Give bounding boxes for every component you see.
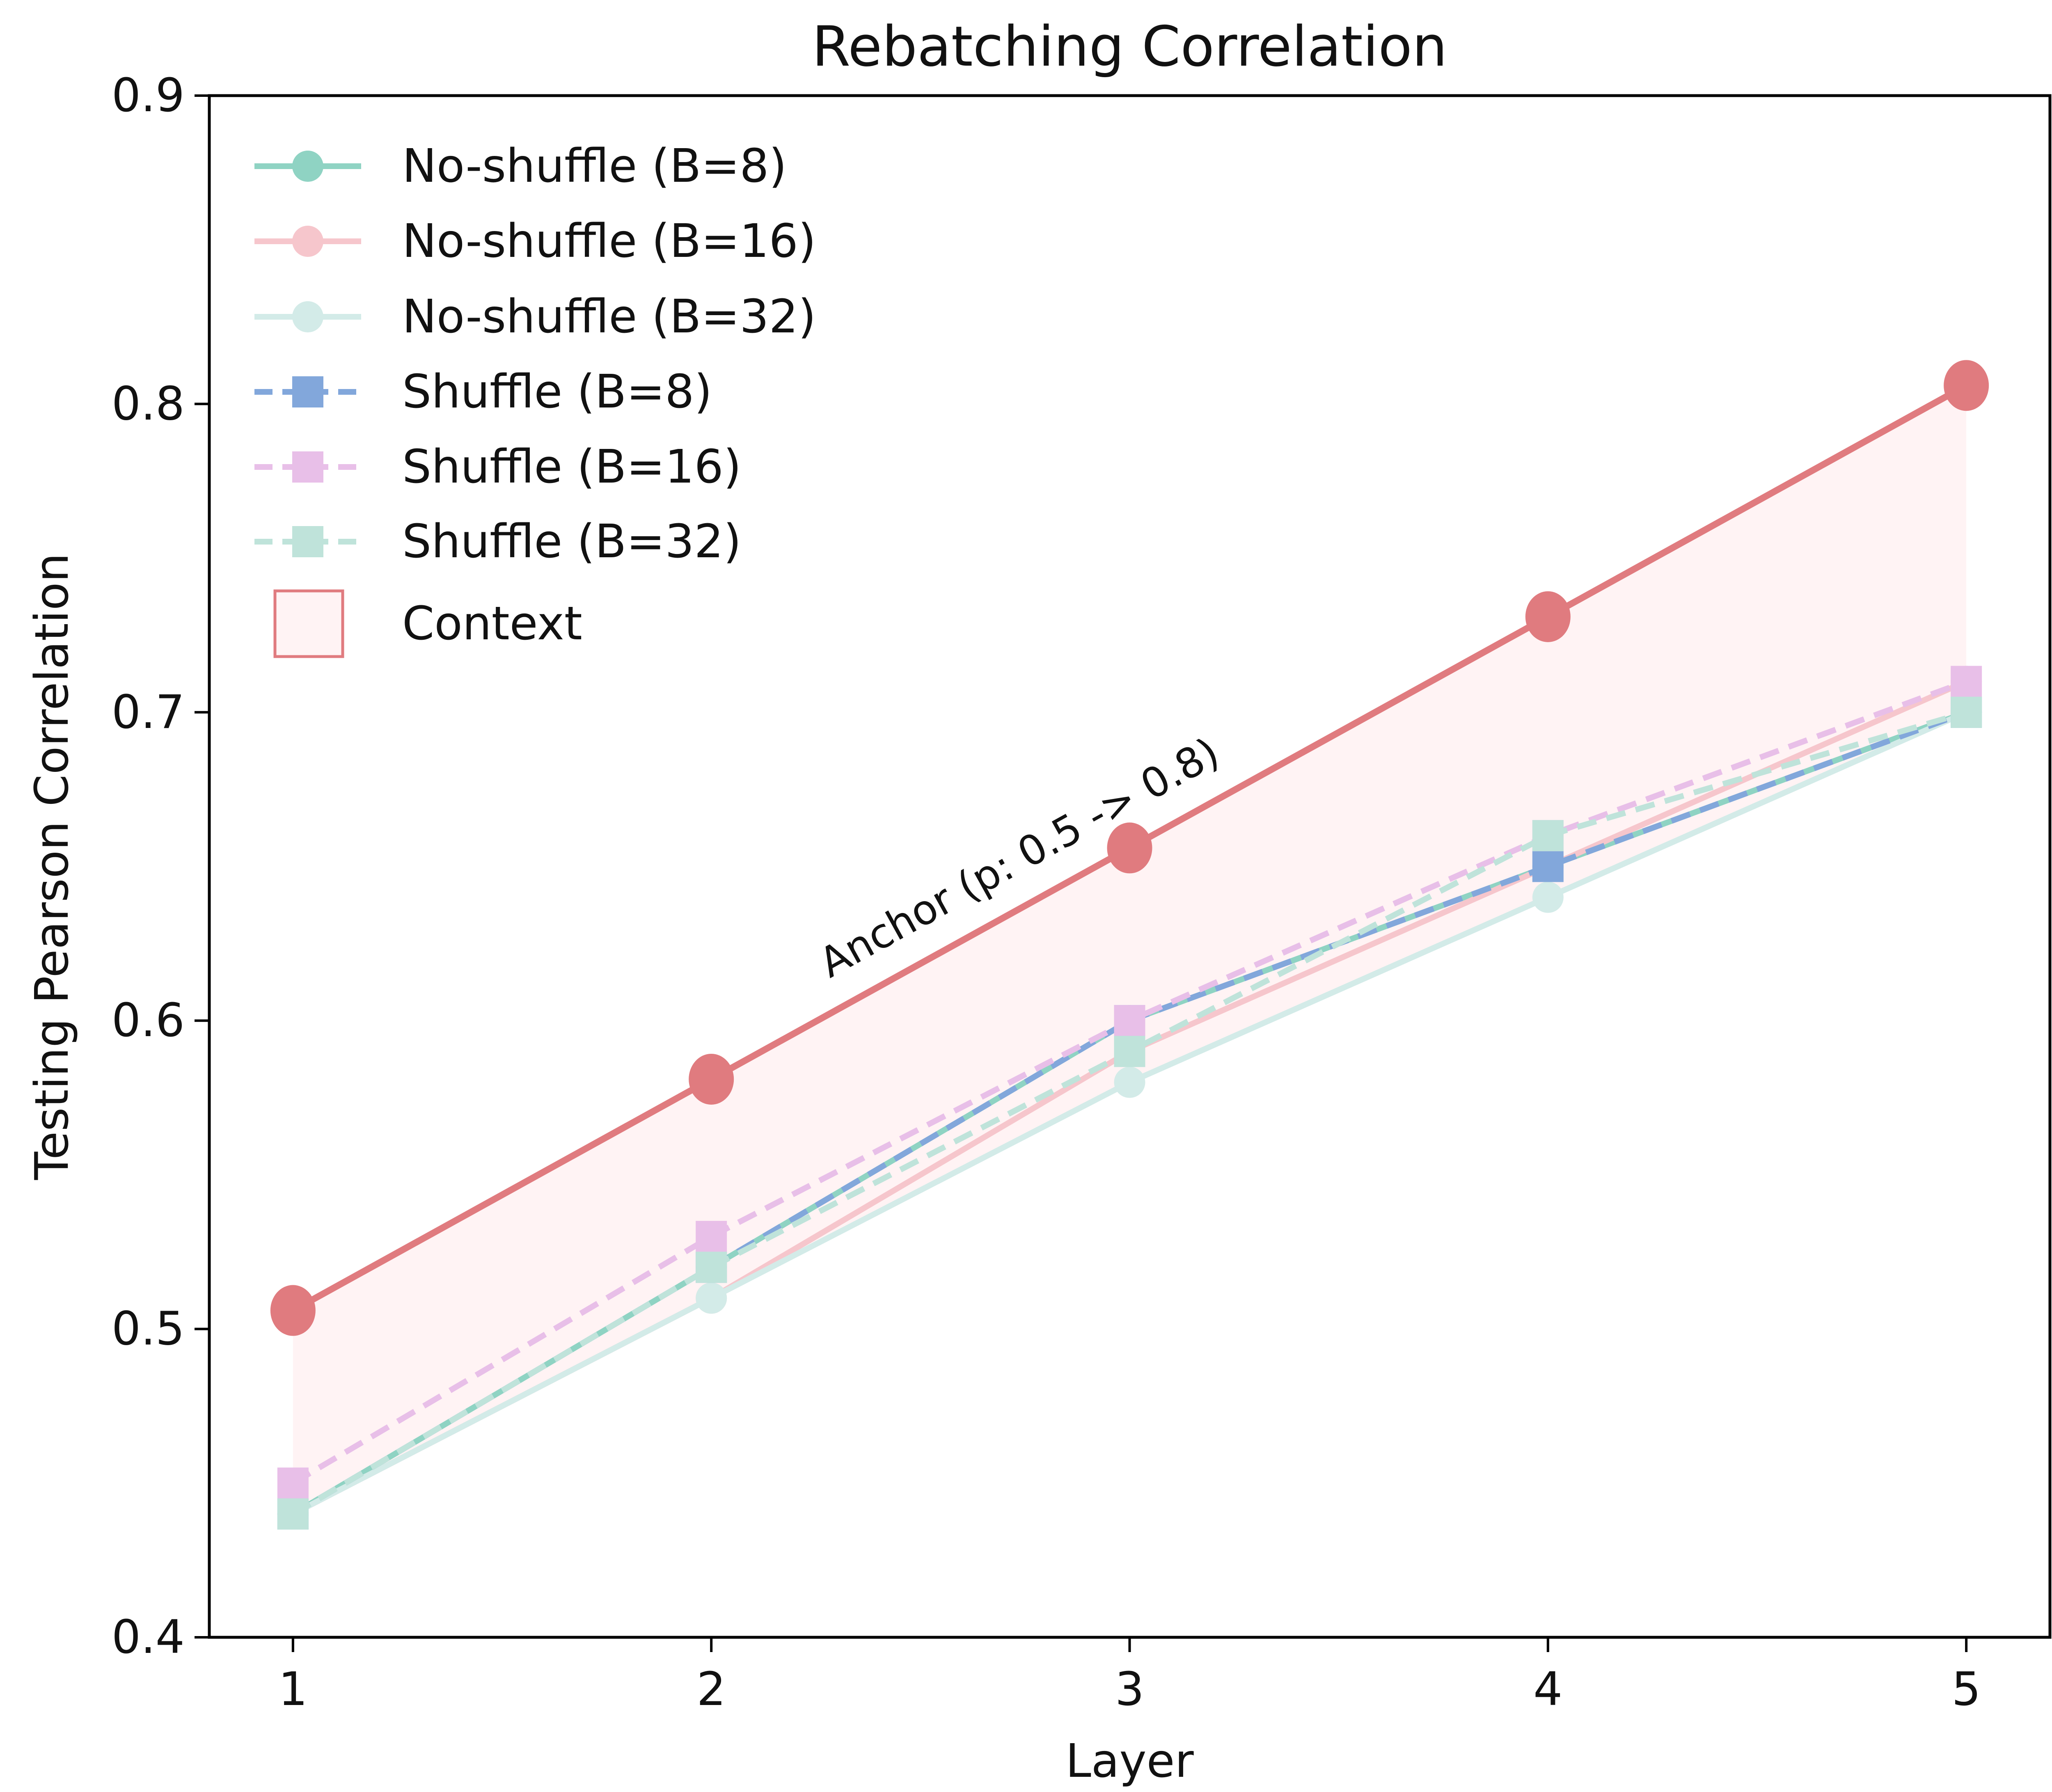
legend-label: Shuffle (B=8) <box>402 365 712 419</box>
legend: No-shuffle (B=8) No-shuffle (B=16) No-shuf… <box>254 140 816 658</box>
series-point <box>1532 851 1564 882</box>
chart-title: Rebatching Correlation <box>812 14 1447 79</box>
legend-entry: No-shuffle (B=32) <box>254 290 816 343</box>
x-tick-label: 5 <box>1952 1663 1981 1716</box>
x-tick-label: 2 <box>697 1663 726 1716</box>
series-point <box>1114 1036 1145 1067</box>
series-point <box>277 1498 309 1530</box>
x-tick-label: 1 <box>278 1663 307 1716</box>
series-point <box>1114 1067 1145 1098</box>
series-point <box>1951 696 1982 728</box>
legend-entry: Shuffle (B=8) <box>254 365 712 419</box>
legend-label: No-shuffle (B=32) <box>402 290 816 343</box>
series-layer <box>277 666 1982 1530</box>
legend-swatch-marker <box>292 301 323 332</box>
x-tick-label: 4 <box>1533 1663 1562 1716</box>
series-point <box>696 1221 727 1252</box>
legend-label: No-shuffle (B=16) <box>402 215 816 268</box>
series-point <box>277 1467 309 1499</box>
legend-label: Context <box>402 597 582 650</box>
legend-label: No-shuffle (B=8) <box>402 140 787 193</box>
anchor-point <box>1525 591 1571 642</box>
legend-entry: Shuffle (B=32) <box>254 515 741 568</box>
series-point <box>1114 1005 1145 1037</box>
anchor-point <box>1107 822 1152 874</box>
y-tick-label: 0.7 <box>112 686 185 739</box>
y-tick-label: 0.8 <box>112 377 185 430</box>
series-point <box>1951 666 1982 697</box>
legend-entry: Context <box>273 589 582 658</box>
axes-layer: 1 2 3 4 5 0.4 0.5 0.6 0.7 0.8 0.9 <box>112 69 1981 1716</box>
x-tick-label: 3 <box>1115 1663 1144 1716</box>
series-point <box>696 1282 727 1314</box>
legend-swatch-marker <box>292 451 323 483</box>
legend-swatch-marker <box>292 376 323 407</box>
series-6 <box>277 696 1982 1530</box>
series-point <box>1532 881 1564 913</box>
legend-label: Shuffle (B=32) <box>402 515 741 568</box>
legend-label: Shuffle (B=16) <box>402 440 741 494</box>
y-axis-label: Testing Pearson Correlation <box>25 553 79 1181</box>
anchor-point <box>1944 360 1989 411</box>
anchor-point <box>689 1053 734 1105</box>
y-tick-label: 0.5 <box>112 1302 185 1356</box>
legend-entry: Shuffle (B=16) <box>254 440 741 494</box>
y-tick-label: 0.9 <box>112 69 185 122</box>
x-axis-label: Layer <box>1065 1735 1194 1788</box>
legend-entry: No-shuffle (B=8) <box>254 140 787 193</box>
legend-entry: No-shuffle (B=16) <box>254 215 816 268</box>
legend-swatch-patch <box>273 589 344 658</box>
anchor-layer <box>270 360 1989 1336</box>
y-tick-label: 0.4 <box>112 1611 185 1664</box>
y-tick-label: 0.6 <box>112 994 185 1047</box>
legend-swatch-marker <box>292 151 323 182</box>
legend-swatch-marker <box>292 526 323 557</box>
legend-swatch-marker <box>292 226 323 257</box>
anchor-point <box>270 1285 316 1336</box>
series-point <box>696 1252 727 1283</box>
series-point <box>1532 820 1564 851</box>
series-line <box>291 709 1967 1517</box>
